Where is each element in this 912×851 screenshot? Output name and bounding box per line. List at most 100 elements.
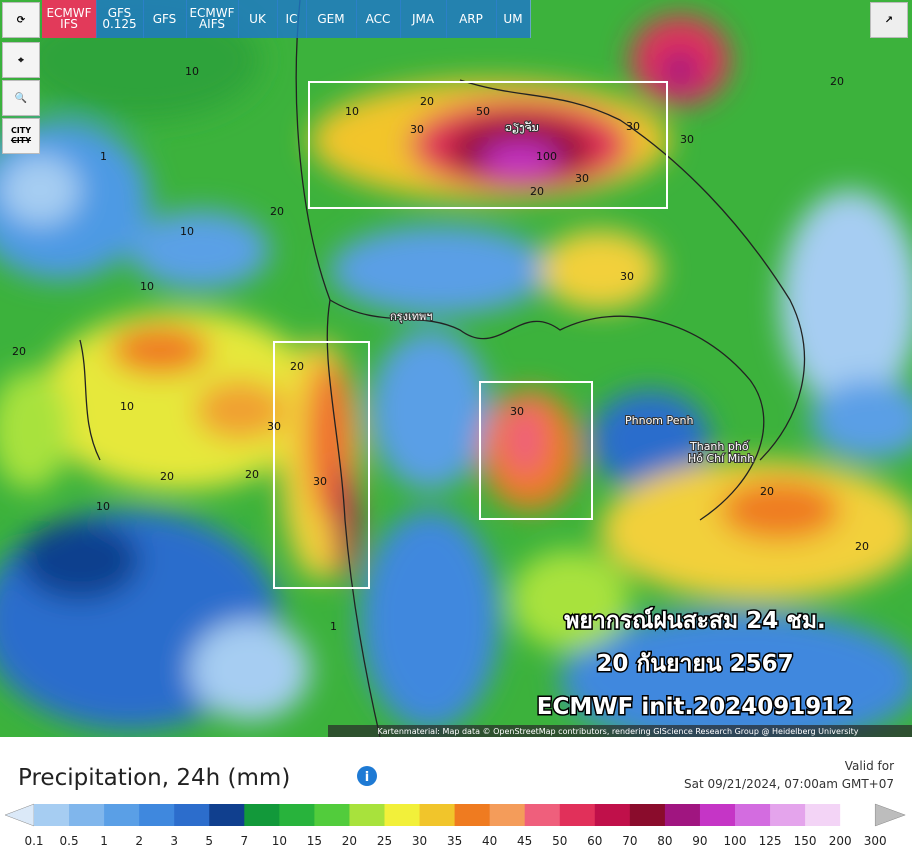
- color-step: [699, 804, 736, 826]
- color-step: [524, 804, 561, 826]
- contour-label: 1: [330, 620, 337, 633]
- color-step: [489, 804, 526, 826]
- model-button[interactable]: ECMWF IFS: [42, 0, 97, 38]
- model-button[interactable]: IC: [277, 0, 307, 38]
- model-button[interactable]: GFS 0.125: [96, 0, 144, 38]
- refresh-button[interactable]: ⟳: [2, 2, 40, 38]
- contour-label: 10: [140, 280, 154, 293]
- model-button[interactable]: ECMWF AIFS: [186, 0, 239, 38]
- color-step: [735, 804, 771, 826]
- color-step: [349, 804, 385, 826]
- contour-label: 50: [476, 105, 490, 118]
- scale-label: 10: [272, 834, 287, 848]
- legend: Precipitation, 24h (mm) i Valid for Sat …: [4, 759, 906, 848]
- scale-label: 3: [170, 834, 178, 848]
- city-label: CITY: [10, 136, 32, 145]
- color-step: [34, 804, 70, 826]
- scale-label: 40: [482, 834, 497, 848]
- scale-label: 90: [692, 834, 707, 848]
- forecast-caption: พยากรณ์ฝนสะสม 24 ชม.: [564, 607, 826, 634]
- scale-label: 80: [657, 834, 672, 848]
- scale-label: 25: [377, 834, 392, 848]
- model-button[interactable]: ARP: [446, 0, 497, 38]
- place-label: ວຽງຈັນ: [505, 121, 539, 134]
- place-label: Phnom Penh: [625, 414, 693, 427]
- scale-label: 35: [447, 834, 462, 848]
- model-button[interactable]: UK: [238, 0, 278, 38]
- color-step: [314, 804, 350, 826]
- model-label: AIFS: [198, 17, 226, 31]
- scale-label: 2: [135, 834, 143, 848]
- color-step: [104, 804, 140, 826]
- model-label: GEM: [317, 11, 345, 26]
- contour-label: 30: [267, 420, 281, 433]
- color-step: [840, 804, 876, 826]
- model-button[interactable]: JMA: [400, 0, 447, 38]
- contour-label: 30: [410, 123, 424, 136]
- scale-label: 70: [622, 834, 637, 848]
- color-step: [174, 804, 210, 826]
- scale-label: 300: [864, 834, 887, 848]
- color-step: [419, 804, 456, 826]
- contour-label: 20: [420, 95, 434, 108]
- contour-label: 20: [290, 360, 304, 373]
- model-label: ECMWF: [46, 6, 92, 20]
- contour-label: 100: [536, 150, 557, 163]
- valid-label: Valid for: [845, 759, 894, 773]
- valid-time: Sat 09/21/2024, 07:00am GMT+07: [684, 777, 894, 791]
- scale-label: 5: [205, 834, 213, 848]
- scale-label: 125: [759, 834, 782, 848]
- scale-label: 20: [342, 834, 357, 848]
- zoom-button[interactable]: 🔍: [2, 80, 40, 116]
- scale-label: 0.1: [24, 834, 43, 848]
- scale-label: 100: [724, 834, 747, 848]
- contour-label: 20: [270, 205, 284, 218]
- contour-label: 10: [345, 105, 359, 118]
- model-label: GFS: [107, 6, 132, 20]
- model-button[interactable]: GEM: [306, 0, 357, 38]
- model-button[interactable]: ACC: [356, 0, 401, 38]
- legend-title: Precipitation, 24h (mm): [18, 765, 290, 791]
- contour-label: 10: [185, 65, 199, 78]
- precip-field: [0, 0, 912, 737]
- attribution: Kartenmaterial: Map data © OpenStreetMap…: [377, 727, 858, 736]
- model-label: IC: [285, 11, 298, 26]
- scale-label: 200: [829, 834, 852, 848]
- arrow-left: [4, 803, 35, 827]
- scale-label: 30: [412, 834, 427, 848]
- contour-label: 20: [530, 185, 544, 198]
- color-step: [454, 804, 491, 826]
- forecast-caption: 20 กันยายน 2567: [596, 651, 793, 677]
- scale-label: 15: [307, 834, 322, 848]
- locate-button[interactable]: ⌖: [2, 42, 40, 78]
- color-step: [209, 804, 245, 826]
- model-button[interactable]: UM: [496, 0, 531, 38]
- forecast-caption: ECMWF init.2024091912: [537, 694, 853, 720]
- model-label: ARP: [459, 11, 483, 26]
- model-button[interactable]: GFS: [143, 0, 187, 38]
- color-step: [594, 804, 631, 826]
- info-glyph: i: [365, 770, 369, 785]
- model-label: UK: [249, 11, 266, 26]
- contour-label: 20: [760, 485, 774, 498]
- contour-label: 30: [620, 270, 634, 283]
- share-button[interactable]: ↗: [870, 2, 908, 38]
- contour-label: 20: [160, 470, 174, 483]
- scale-label: 0.5: [60, 834, 79, 848]
- place-label: Thanh phố: [689, 440, 749, 453]
- contour-label: 30: [510, 405, 524, 418]
- contour-label: 20: [12, 345, 26, 358]
- color-step: [279, 804, 315, 826]
- model-label: GFS: [152, 11, 177, 26]
- contour-label: 20: [245, 468, 259, 481]
- color-step: [770, 804, 806, 826]
- info-icon[interactable]: [357, 766, 377, 786]
- city-toggle[interactable]: CITY CITY: [2, 118, 40, 154]
- contour-label: 20: [855, 540, 869, 553]
- city-label: CITY: [10, 126, 32, 135]
- scale-label: 60: [587, 834, 602, 848]
- highlight-boxes: [273, 81, 668, 589]
- contour-label: 10: [120, 400, 134, 413]
- contour-label: 30: [626, 120, 640, 133]
